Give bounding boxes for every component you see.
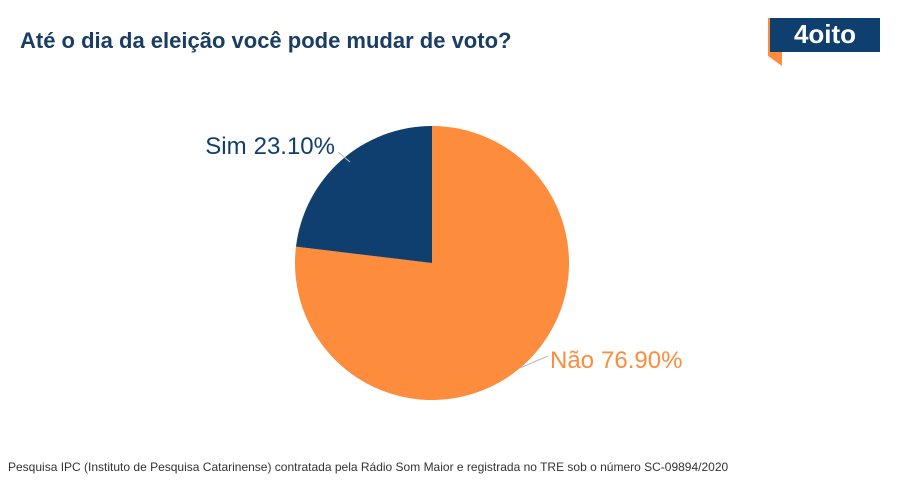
source-note: Pesquisa IPC (Instituto de Pesquisa Cata… [8,460,729,474]
slice-label: Sim 23.10% [205,133,335,160]
leader-line [519,355,549,369]
chart-title: Até o dia da eleição você pode mudar de … [20,28,511,53]
category-name: Sim [205,133,246,160]
value-label: 76.90% [601,347,682,374]
category-name: Não [550,347,594,374]
slice-label: Não 76.90% [550,347,682,374]
value-label: 23.10% [254,133,335,160]
pie-slice [295,126,432,263]
logo: 4oito [768,18,880,66]
logo-text: 4oito [794,19,856,49]
leader-line [337,151,351,163]
logo-box [770,18,880,52]
